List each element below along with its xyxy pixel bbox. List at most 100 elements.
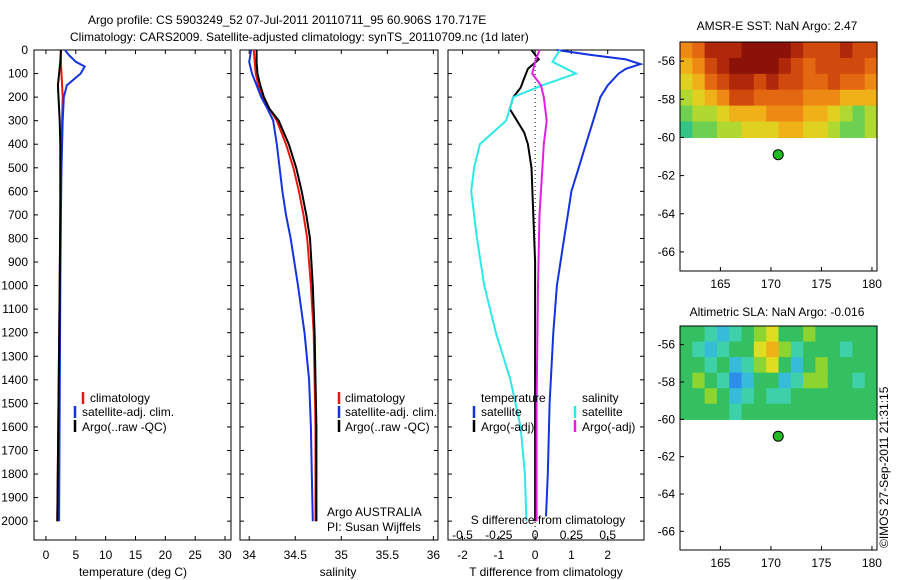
sla-heatmap-cell bbox=[766, 372, 780, 389]
sla-heatmap-cell bbox=[766, 388, 780, 405]
sla-lon-tick-label: 170 bbox=[761, 556, 781, 570]
sla-heatmap-cell bbox=[716, 403, 730, 420]
sst-heatmap-cell bbox=[840, 105, 853, 123]
sst-lat-tick-label: -66 bbox=[658, 245, 676, 259]
temperature-series-satellite-adj-clim bbox=[58, 49, 87, 522]
sla-heatmap-cell bbox=[864, 388, 878, 405]
sst-heatmap-cell bbox=[852, 57, 866, 75]
sst-heatmap-cell bbox=[778, 57, 792, 75]
sst-heatmap-cell bbox=[741, 42, 755, 59]
sla-heatmap-cell bbox=[692, 388, 706, 405]
salinity-series-climatology bbox=[252, 49, 317, 522]
sla-heatmap-cell bbox=[729, 388, 743, 405]
sst-heatmap-cell bbox=[790, 121, 804, 139]
sla-heatmap-cell bbox=[680, 372, 693, 389]
sst-heatmap-cell bbox=[704, 105, 718, 123]
sst-heatmap-cell bbox=[766, 89, 780, 107]
difference-legend-t-satellite: satellite bbox=[481, 405, 522, 419]
sla-heatmap-cell bbox=[753, 372, 767, 389]
difference-legend-s-satellite: satellite bbox=[582, 405, 623, 419]
sst-heatmap-cell bbox=[716, 89, 730, 107]
sla-heatmap-cell bbox=[766, 357, 780, 374]
sla-heatmap-cell bbox=[753, 341, 767, 358]
depth-tick-label: 1500 bbox=[1, 396, 28, 410]
sst-heatmap-cell bbox=[704, 42, 718, 59]
sla-heatmap-cell bbox=[790, 326, 804, 343]
sst-heatmap bbox=[680, 42, 878, 139]
sst-heatmap-cell bbox=[766, 121, 780, 139]
depth-tick-label: 300 bbox=[8, 114, 28, 128]
sla-heatmap-cell bbox=[803, 341, 817, 358]
salinity-x-tick-label: 34 bbox=[243, 548, 257, 562]
depth-tick-label: 1200 bbox=[1, 326, 28, 340]
sla-heatmap-cell bbox=[766, 341, 780, 358]
sla-heatmap-cell bbox=[778, 357, 792, 374]
sla-heatmap-cell bbox=[815, 388, 829, 405]
sst-heatmap-cell bbox=[803, 73, 817, 91]
sst-heatmap-cell bbox=[790, 73, 804, 91]
sst-heatmap-cell bbox=[840, 57, 853, 75]
sst-lon-tick-label: 165 bbox=[710, 277, 730, 291]
sst-heatmap-cell bbox=[840, 42, 853, 59]
sst-heatmap-cell bbox=[827, 105, 841, 123]
sla-heatmap-cell bbox=[790, 372, 804, 389]
difference-s-tick-label: -0.5 bbox=[452, 528, 473, 542]
difference-plot-frame bbox=[447, 49, 645, 541]
sla-heatmap-cell bbox=[716, 326, 730, 343]
sla-lat-tick-label: -58 bbox=[658, 375, 676, 389]
sst-heatmap-cell bbox=[729, 73, 743, 91]
sla-heatmap bbox=[680, 326, 878, 420]
difference-s-tick-label: 0.5 bbox=[599, 528, 616, 542]
depth-tick-label: 1600 bbox=[1, 420, 28, 434]
sla-heatmap-cell bbox=[766, 403, 780, 420]
sst-lat-tick-label: -60 bbox=[658, 130, 676, 144]
salinity-series-argo-raw-qc bbox=[255, 50, 318, 522]
sst-map-panel: AMSR-E SST: NaN Argo: 2.47 165 170 175 180 -… bbox=[658, 19, 883, 291]
sla-heatmap-cell bbox=[852, 326, 866, 343]
sla-heatmap-cell bbox=[840, 403, 853, 420]
timestamp-watermark: ©IMOS 27-Sep-2011 21:31:15 bbox=[877, 386, 891, 548]
sst-heatmap-cell bbox=[680, 42, 693, 59]
sst-heatmap-cell bbox=[852, 89, 866, 107]
sst-lat-tick-label: -64 bbox=[658, 207, 676, 221]
sst-heatmap-cell bbox=[692, 121, 706, 139]
temperature-x-tick-label: 25 bbox=[189, 548, 203, 562]
sst-heatmap-cell bbox=[766, 73, 780, 91]
sla-heatmap-cell bbox=[864, 403, 878, 420]
sla-heatmap-cell bbox=[680, 403, 693, 420]
sst-lat-tick-label: -58 bbox=[658, 92, 676, 106]
sla-lat-tick-label: -66 bbox=[658, 524, 676, 538]
sla-heatmap-cell bbox=[753, 403, 767, 420]
sst-heatmap-cell bbox=[803, 121, 817, 139]
sst-heatmap-cell bbox=[729, 89, 743, 107]
salinity-plot-frame bbox=[239, 49, 439, 541]
argo-program-annotation: Argo AUSTRALIA bbox=[327, 505, 422, 519]
title-line-2: Climatology: CARS2009. Satellite-adjuste… bbox=[70, 30, 529, 44]
sla-heatmap-cell bbox=[741, 403, 755, 420]
sla-heatmap-cell bbox=[827, 357, 841, 374]
temperature-x-tick-label: 20 bbox=[159, 548, 173, 562]
sst-heatmap-cell bbox=[815, 73, 829, 91]
sst-heatmap-cell bbox=[790, 105, 804, 123]
depth-tick-label: 1400 bbox=[1, 373, 28, 387]
difference-xlabel-top: S difference from climatology bbox=[471, 513, 626, 527]
salinity-legend: climatology satellite-adj. clim. Argo(..… bbox=[337, 391, 437, 434]
difference-series-s-satellite bbox=[470, 49, 579, 522]
sst-heatmap-cell bbox=[704, 121, 718, 139]
depth-tick-label: 900 bbox=[8, 255, 28, 269]
sla-heatmap-cell bbox=[852, 372, 866, 389]
depth-axis: 0 100 200 300 400 500 600 700 800 900 1000 1100 1200… bbox=[1, 43, 28, 528]
sla-heatmap-cell bbox=[852, 357, 866, 374]
sla-heatmap-cell bbox=[803, 326, 817, 343]
difference-x-tick-label: 2 bbox=[604, 548, 611, 562]
sst-heatmap-cell bbox=[852, 73, 866, 91]
sla-heatmap-cell bbox=[840, 341, 853, 358]
sst-heatmap-cell bbox=[692, 105, 706, 123]
sst-heatmap-cell bbox=[716, 73, 730, 91]
sst-heatmap-cell bbox=[803, 89, 817, 107]
sla-heatmap-cell bbox=[741, 372, 755, 389]
sla-lon-tick-label: 175 bbox=[811, 556, 831, 570]
sla-heatmap-cell bbox=[741, 341, 755, 358]
sst-heatmap-cell bbox=[815, 57, 829, 75]
